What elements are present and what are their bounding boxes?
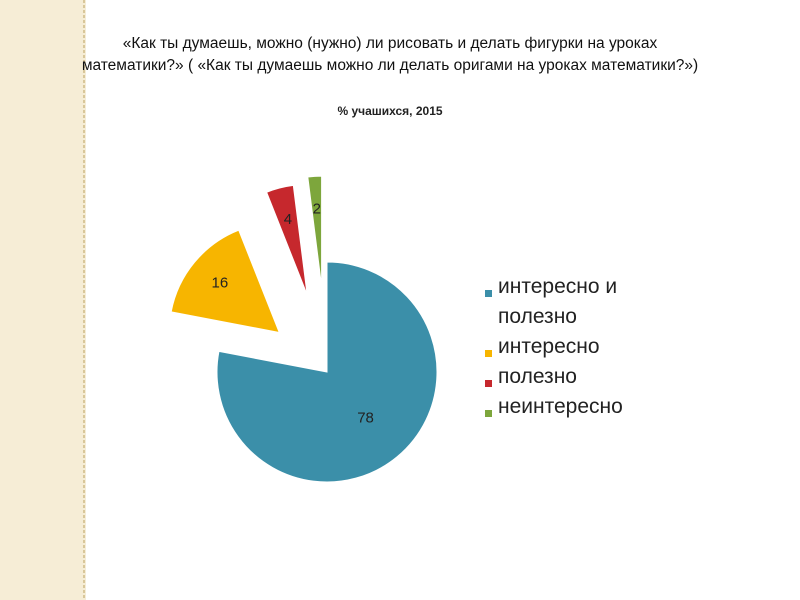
data-label: 78 [357, 410, 374, 427]
side-strip [0, 0, 86, 600]
legend-swatch [485, 410, 492, 417]
data-label: 4 [284, 211, 292, 228]
legend-item: интересно [485, 332, 675, 362]
legend-label: полезно [498, 365, 577, 388]
legend-label: неинтересно [498, 395, 623, 418]
pie-slice [307, 175, 323, 287]
pie-slice [170, 229, 281, 334]
legend-label: интересно и полезно [498, 275, 618, 328]
pie-slice [265, 184, 308, 295]
legend-item: интересно и полезно [485, 272, 675, 332]
legend: интересно и полезно интересно полезно неинт… [485, 272, 675, 422]
data-label: 16 [212, 274, 229, 291]
chart-title: «Как ты думаешь, можно (нужно) ли рисова… [81, 35, 699, 74]
chart-subtitle: % учашихся, 2015 [337, 104, 443, 118]
pie: 78 16 4 2 [170, 175, 438, 483]
legend-swatch [485, 290, 492, 297]
legend-item: полезно [485, 362, 675, 392]
legend-item: неинтересно [485, 392, 675, 422]
legend-swatch [485, 350, 492, 357]
legend-swatch [485, 380, 492, 387]
pie-slice [216, 261, 438, 483]
legend-label: интересно [498, 335, 600, 358]
data-label: 2 [313, 200, 321, 217]
